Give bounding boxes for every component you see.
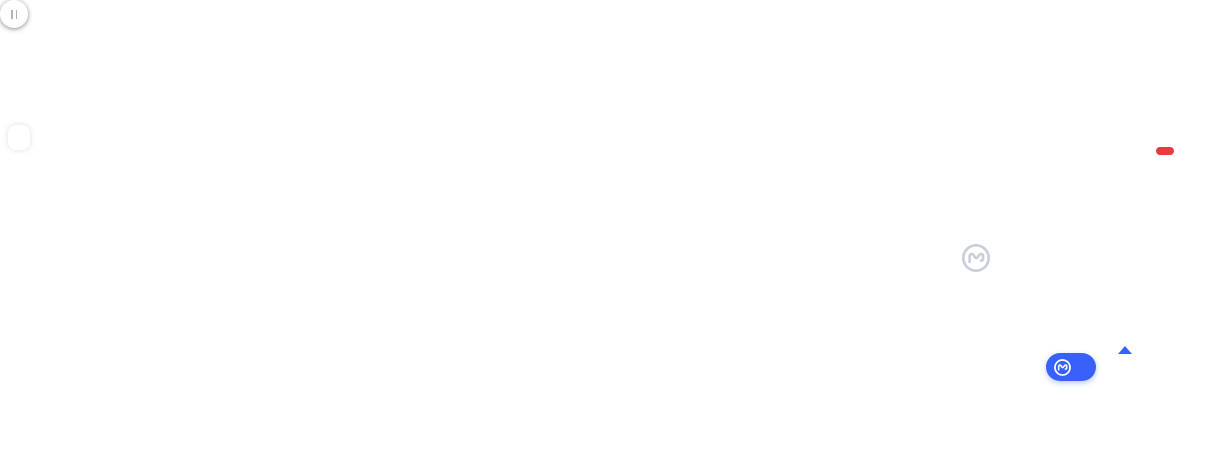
- coinmarketcap-icon: [1054, 358, 1071, 376]
- analyze-button[interactable]: [1046, 346, 1132, 381]
- drag-handle-icon: [11, 9, 13, 19]
- drag-handle-icon: [15, 9, 17, 19]
- navigator-track[interactable]: [8, 385, 1155, 433]
- navigator-right-handle[interactable]: [0, 0, 28, 28]
- current-price-badge: [1156, 147, 1174, 155]
- callout-tail: [1118, 346, 1132, 354]
- coinmarketcap-icon: [962, 244, 990, 272]
- watermark: [960, 242, 1001, 274]
- plot-area[interactable]: [8, 17, 1155, 318]
- baseline-price-label: [8, 125, 30, 150]
